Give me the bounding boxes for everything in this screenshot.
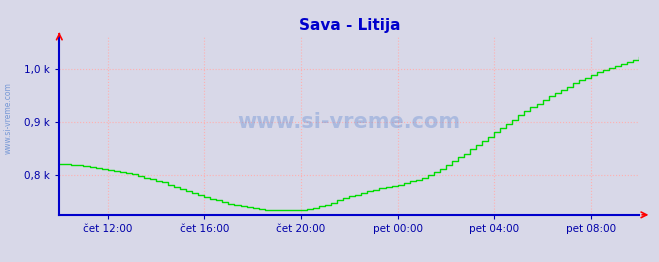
Title: Sava - Litija: Sava - Litija [299, 18, 400, 33]
Text: www.si-vreme.com: www.si-vreme.com [3, 82, 13, 154]
Text: www.si-vreme.com: www.si-vreme.com [238, 112, 461, 132]
